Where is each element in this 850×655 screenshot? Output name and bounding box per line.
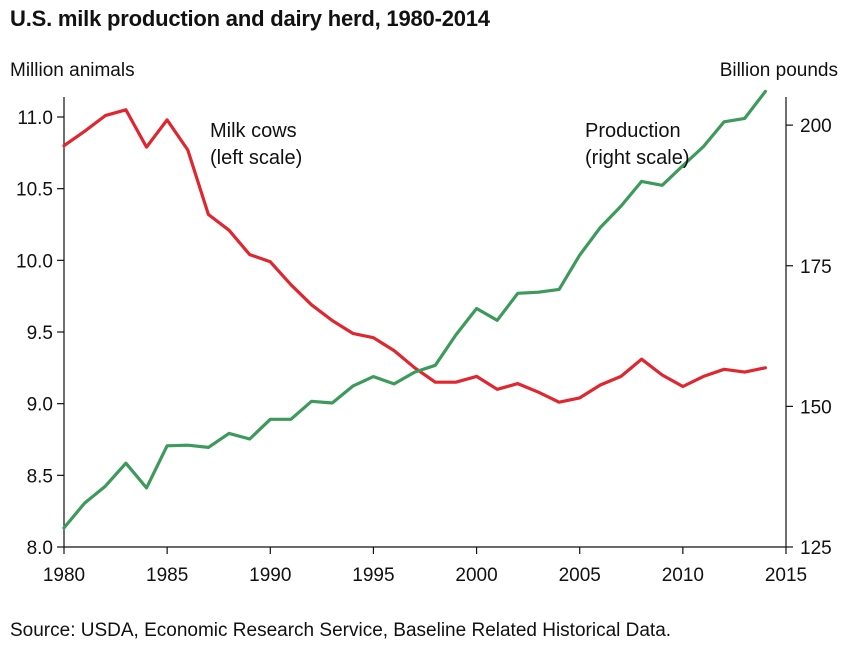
production-line [62,89,768,530]
left-axis-label: Million animals [10,60,135,81]
milk-cows-line [62,108,768,404]
chart-annotations: Milk cows (left scale) Production (right sc… [210,120,689,169]
x-tick-label: 1985 [146,565,188,586]
left-tick-label: 9.5 [27,323,53,344]
right-tick-label: 150 [800,397,832,418]
left-tick-label: 8.0 [27,538,53,559]
chart-axes [63,97,787,548]
right-tick-label: 200 [800,116,832,137]
milk-cows-annotation: (left scale) [210,147,302,169]
x-tick-label: 2015 [765,565,807,586]
x-tick-label: 2005 [559,565,601,586]
right-tick-label: 175 [800,257,832,278]
production-annotation: Production [585,120,681,142]
left-tick-label: 10.5 [16,180,53,201]
chart-series [62,89,768,530]
left-tick-label: 8.5 [27,466,53,487]
x-tick-label: 1980 [43,565,85,586]
left-tick-label: 11.0 [17,108,53,129]
x-tick-label: 1995 [352,565,394,586]
milk-cows-annotation: Milk cows [210,120,297,142]
chart-ticks: 1980 1985 1990 1995 2000 2005 2010 2015 8.0 8.5 9.… [16,108,832,586]
chart-title: U.S. milk production and dairy herd, 198… [10,6,490,31]
right-axis-label: Billion pounds [719,60,838,81]
source-note: Source: USDA, Economic Research Service,… [10,620,672,641]
left-tick-label: 10.0 [16,251,53,272]
right-tick-label: 125 [800,538,832,559]
production-annotation: (right scale) [585,147,689,169]
left-tick-label: 9.0 [27,395,53,416]
x-tick-label: 2000 [455,565,497,586]
x-tick-label: 2010 [662,565,704,586]
x-tick-label: 1990 [249,565,291,586]
